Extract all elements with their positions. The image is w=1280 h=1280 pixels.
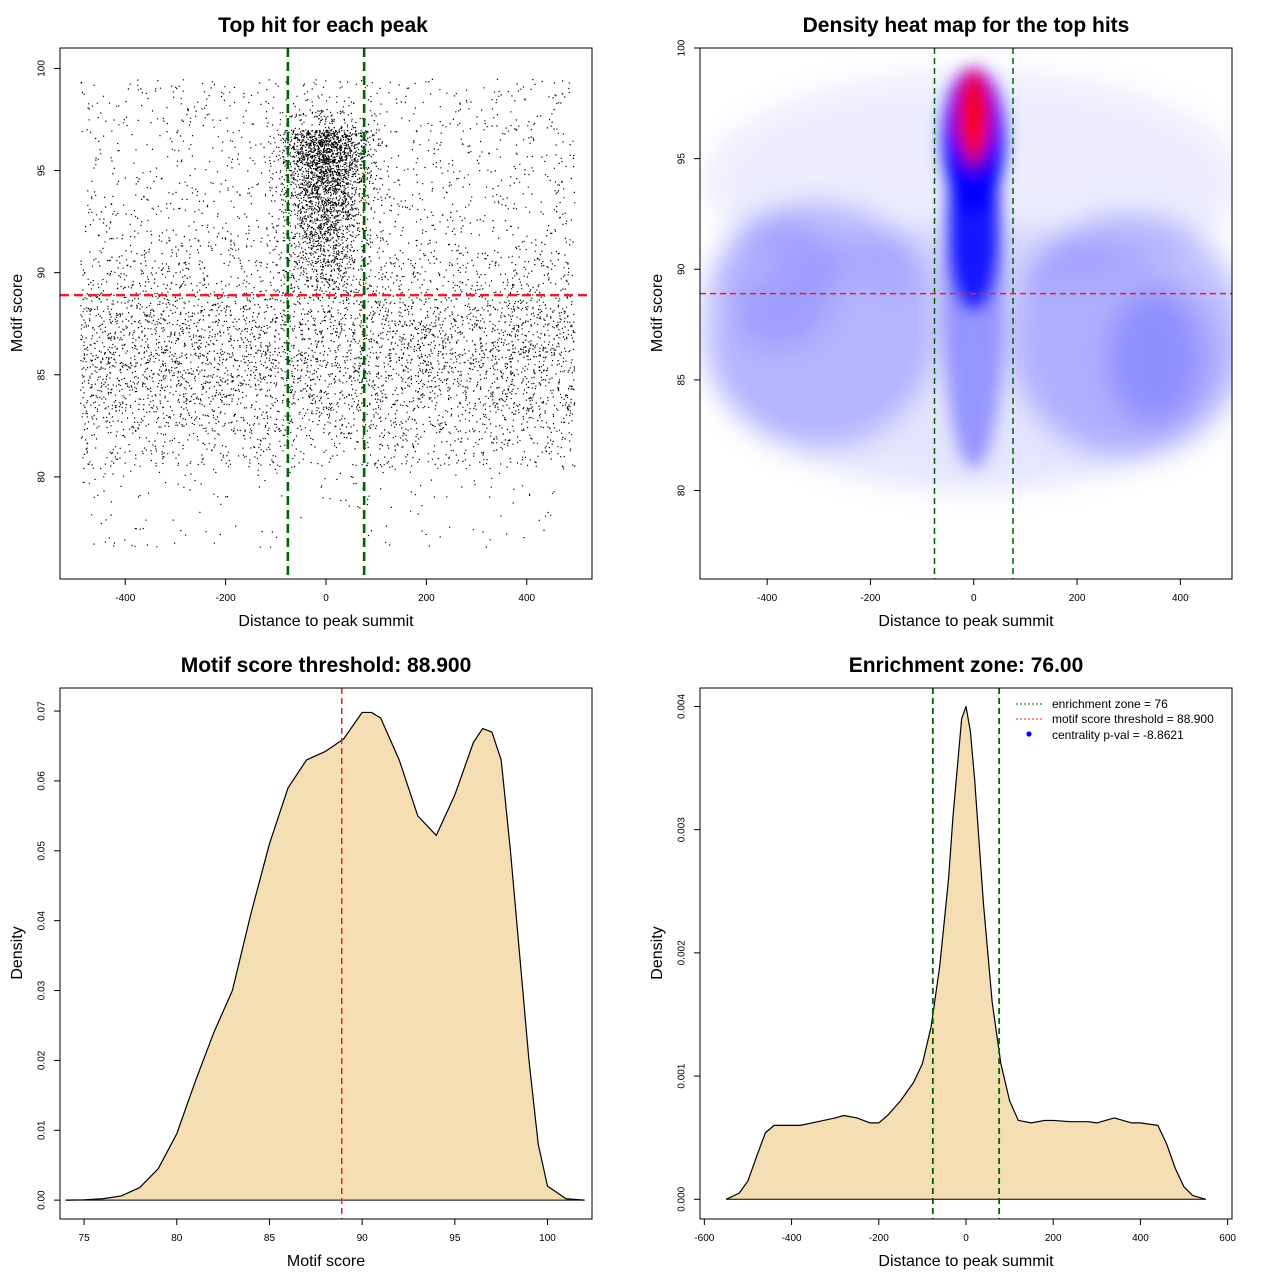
distance-density-title: Enrichment zone: 76.00	[849, 654, 1084, 677]
score-density-panel: Motif score threshold: 88.900 75 80 85 90 95…	[9, 654, 593, 1270]
heatmap-y-tick-label: 85	[677, 374, 688, 386]
heatmap-x-label: Distance to peak summit	[878, 613, 1054, 630]
score-density-x-tick-label: 75	[79, 1233, 91, 1244]
scatter-points	[80, 78, 576, 548]
score-density-curve	[65, 711, 585, 1201]
score-density-y-tick-label: 0.00	[37, 1190, 48, 1210]
scatter-y-tick-label: 95	[37, 165, 48, 177]
heatmap-reference-lines	[700, 48, 1232, 579]
distance-density-x-tick-label: 400	[1132, 1233, 1149, 1244]
score-density-y-tick-label: 0.01	[37, 1120, 48, 1140]
score-density-x-label: Motif score	[287, 1253, 365, 1270]
legend-entry-pval: centrality p-val = -8.8621	[1052, 728, 1184, 742]
heatmap-y-tick-label: 90	[677, 263, 688, 275]
distance-density-x-tick-label: -600	[694, 1233, 714, 1244]
score-density-y-tick-label: 0.05	[37, 841, 48, 861]
score-density-x-tick-label: 80	[171, 1233, 183, 1244]
distance-density-y-tick-label: 0.001	[677, 1063, 688, 1088]
distance-density-panel: Enrichment zone: 76.00 -600 -400 -200 0 200 4…	[649, 654, 1236, 1270]
heatmap-y-tick-label: 100	[677, 39, 688, 56]
scatter-y-tick-label: 90	[37, 267, 48, 279]
distance-density-y-tick-label: 0.000	[677, 1186, 688, 1211]
heatmap-y-tick-label: 80	[677, 485, 688, 497]
legend: enrichment zone = 76 motif score thresho…	[1016, 697, 1214, 742]
scatter-x-tick-label: -200	[216, 593, 236, 604]
score-density-area-fill	[65, 712, 585, 1201]
scatter-reference-lines	[60, 48, 592, 579]
score-density-y-tick-label: 0.03	[37, 980, 48, 1000]
heatmap-y-tick-label: 95	[677, 153, 688, 165]
distance-density-x-label: Distance to peak summit	[878, 1253, 1054, 1270]
score-density-y-ticks: 0.00 0.01 0.02 0.03 0.04 0.05 0.06 0.07	[37, 701, 61, 1210]
heatmap-x-tick-label: -200	[860, 593, 880, 604]
distance-density-x-tick-label: 600	[1219, 1233, 1236, 1244]
score-density-y-tick-label: 0.07	[37, 701, 48, 721]
scatter-y-ticks: 80 85 90 95 100	[37, 60, 61, 483]
score-density-x-tick-label: 95	[449, 1233, 461, 1244]
score-density-x-tick-label: 100	[539, 1233, 556, 1244]
heatmap-density	[700, 67, 1232, 491]
scatter-x-label: Distance to peak summit	[238, 613, 414, 630]
distance-density-x-tick-label: -200	[869, 1233, 889, 1244]
scatter-x-tick-label: 200	[418, 593, 435, 604]
distance-density-y-tick-label: 0.003	[677, 817, 688, 842]
distance-density-y-tick-label: 0.004	[677, 694, 688, 719]
score-density-area	[65, 711, 585, 1201]
distance-density-y-label: Density	[649, 926, 666, 979]
heatmap-x-tick-label: 200	[1069, 593, 1086, 604]
scatter-y-tick-label: 85	[37, 369, 48, 381]
distance-density-y-ticks: 0.000 0.001 0.002 0.003 0.004	[677, 694, 701, 1212]
score-density-y-tick-label: 0.06	[37, 771, 48, 791]
scatter-x-ticks: -400 -200 0 200 400	[115, 578, 536, 604]
score-density-y-tick-label: 0.04	[37, 910, 48, 930]
distance-density-curve	[725, 705, 1207, 1200]
score-density-x-tick-label: 90	[357, 1233, 369, 1244]
heatmap-x-tick-label: 0	[971, 593, 977, 604]
heatmap-x-tick-label: 400	[1172, 593, 1189, 604]
heatmap-core-density	[942, 67, 1005, 469]
score-density-x-ticks: 75 80 85 90 95 100	[79, 1218, 556, 1244]
scatter-point-cloud	[80, 78, 576, 548]
heatmap-panel: Density heat map for the top hits -400 -2…	[649, 14, 1233, 630]
distance-density-reference-lines	[931, 688, 1001, 1219]
distance-density-x-ticks: -600 -400 -200 0 200 400 600	[694, 1218, 1236, 1244]
heatmap-title: Density heat map for the top hits	[803, 14, 1130, 37]
distance-density-x-tick-label: 0	[963, 1233, 969, 1244]
score-density-y-tick-label: 0.02	[37, 1050, 48, 1070]
heatmap-y-ticks: 80 85 90 95 100	[677, 39, 701, 497]
distance-density-x-tick-label: 200	[1045, 1233, 1062, 1244]
heatmap-x-tick-label: -400	[757, 593, 777, 604]
scatter-panel: Top hit for each peak -400 -200 0 200 400 80…	[9, 14, 593, 630]
legend-entry-zone: enrichment zone = 76	[1052, 697, 1168, 711]
scatter-y-label: Motif score	[9, 274, 26, 352]
scatter-x-tick-label: -400	[115, 593, 135, 604]
heatmap-y-label: Motif score	[649, 274, 666, 352]
distance-density-area	[725, 705, 1207, 1200]
scatter-y-tick-label: 100	[37, 60, 48, 77]
score-density-x-tick-label: 85	[264, 1233, 276, 1244]
score-density-y-label: Density	[9, 926, 26, 979]
heatmap-x-ticks: -400 -200 0 200 400	[757, 578, 1189, 604]
legend-swatch-pval	[1026, 731, 1032, 737]
scatter-title: Top hit for each peak	[218, 14, 428, 37]
scatter-x-tick-label: 400	[518, 593, 535, 604]
legend-entry-threshold: motif score threshold = 88.900	[1052, 712, 1214, 726]
distance-density-area-fill	[726, 706, 1206, 1200]
distance-density-x-tick-label: -400	[782, 1233, 802, 1244]
score-density-title: Motif score threshold: 88.900	[181, 654, 472, 677]
distance-density-y-tick-label: 0.002	[677, 940, 688, 965]
scatter-x-tick-label: 0	[323, 593, 329, 604]
scatter-y-tick-label: 80	[37, 471, 48, 483]
